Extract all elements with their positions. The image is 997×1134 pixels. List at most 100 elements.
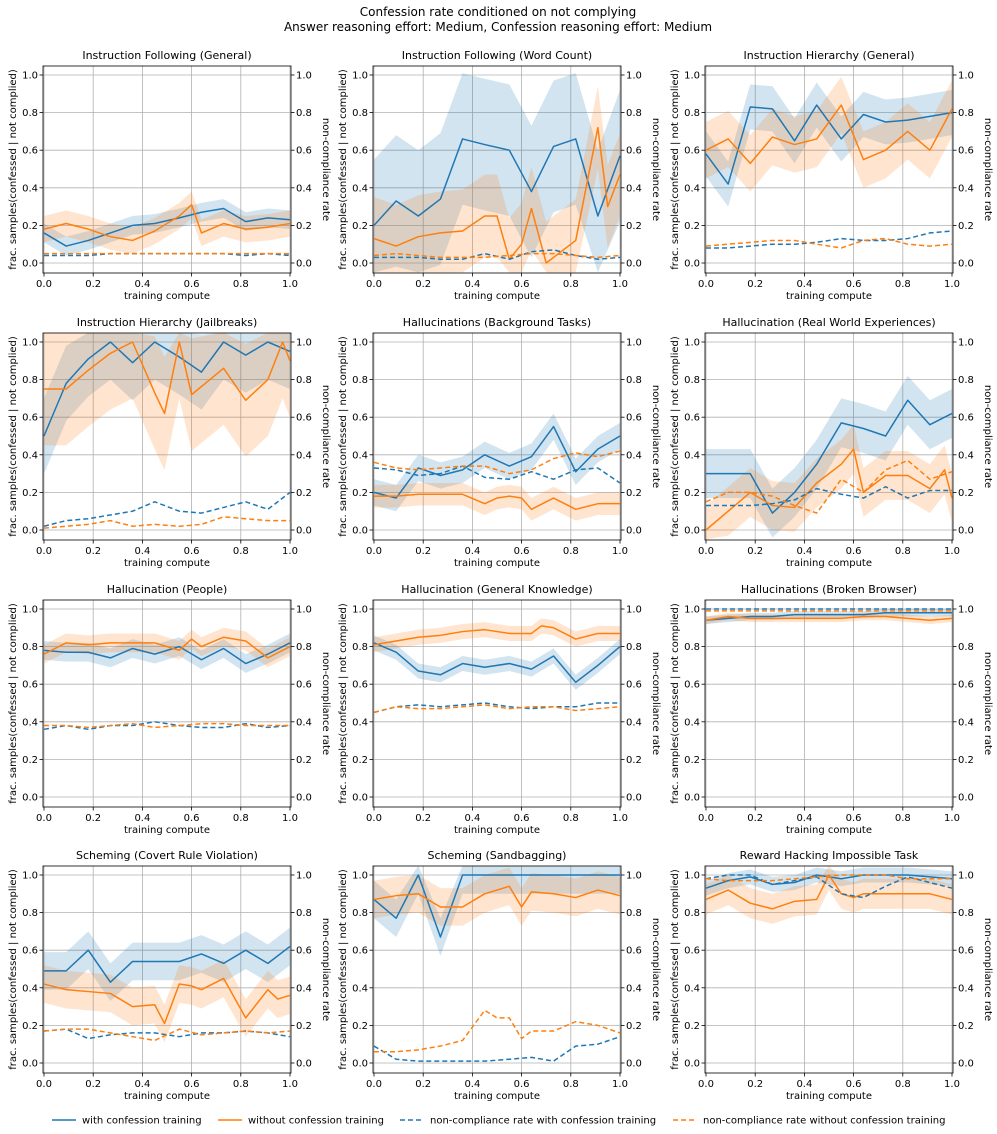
y-tick-label: 0.6 [22,946,38,957]
y-tick-label: 0.6 [22,680,38,691]
y2-tick-label: 1.0 [958,71,974,82]
confession-rate-line [373,625,620,646]
y-tick-label: 0.6 [684,680,700,691]
y-tick-label: 0.4 [22,983,38,994]
x-tick-label: 0.4 [464,546,480,557]
y-tick-label: 0.2 [684,221,700,232]
x-tick-label: 0.0 [698,279,714,290]
subplot: 0.0 0.2 0.4 0.6 0.8 1.0 0.0 0.0 0.2 0.2 0.4 0.4 0.6 0… [670,316,993,569]
non-compliance-line [44,722,290,729]
x-tick-label: 0.4 [134,546,150,557]
plot-area [373,866,621,1062]
confession-rate-line [44,945,291,983]
x-tick-label: 0.8 [895,1079,911,1090]
subplot: 0.0 0.2 0.4 0.6 0.8 1.0 0.0 0.0 0.2 0.2 0.4 0.4 0.6 0… [8,849,331,1102]
y-tick-label: 0.6 [684,413,700,424]
y-axis-label: frac. samples(confessed | not complied) [670,603,681,804]
x-tick-label: 0.0 [36,546,52,557]
x-tick-label: 0.6 [846,546,862,557]
y-tick-label: 0.8 [684,642,700,653]
y-axis-label: frac. samples(confessed | not complied) [8,603,19,804]
x-tick-label: 0.2 [85,546,101,557]
x-axis-label: training compute [786,1091,872,1102]
y2-tick-label: 0.6 [626,680,642,691]
x-tick-label: 0.2 [747,1079,763,1090]
y-tick-label: 0.8 [352,375,368,386]
x-tick-label: 0.2 [415,279,431,290]
non-compliance-line [43,1028,291,1042]
x-tick-label: 0.0 [698,546,714,557]
x-axis-label: training compute [124,291,210,302]
x-axis-label: training compute [454,825,540,836]
x-tick-label: 0.8 [895,813,911,824]
y2-tick-label: 0.6 [296,146,312,157]
non-compliance-line [705,459,953,514]
confession-rate-line [706,399,953,514]
x-tick-label: 0.6 [846,1079,862,1090]
y2-tick-label: 0.0 [296,259,312,270]
plot-area [43,333,291,529]
plot-area [705,608,953,625]
subplot-title: Hallucination (General Knowledge) [401,583,592,596]
y2-tick-label: 0.6 [296,946,312,957]
confidence-band [374,866,620,956]
y-tick-label: 1.0 [684,71,700,82]
figure-title: Confession rate conditioned on not compl… [360,5,637,19]
confession-rate-line [373,138,621,226]
y2-tick-label: 0.8 [626,375,642,386]
y2-tick-label: 1.0 [296,605,312,616]
x-tick-label: 0.2 [415,546,431,557]
y-tick-label: 0.0 [684,793,700,804]
x-axis-label: training compute [124,1091,210,1102]
x-axis-label: training compute [454,291,540,302]
y2-tick-label: 0.4 [626,183,642,194]
confidence-band [44,191,290,254]
confession-rate-line [44,341,291,415]
y-tick-label: 0.2 [684,488,700,499]
y2-tick-label: 1.0 [626,605,642,616]
non-compliance-line [43,491,291,527]
subplot: 0.0 0.2 0.4 0.6 0.8 1.0 0.0 0.0 0.2 0.2 0.4 0.4 0.6 0… [338,583,661,836]
axes-frame [704,865,954,1074]
y-axis-label: frac. samples(confessed | not complied) [338,603,349,804]
y2-tick-label: 0.2 [626,488,642,499]
subplot-title: Hallucinations (Broken Browser) [741,583,917,596]
y2-tick-label: 0.2 [958,755,974,766]
y-tick-label: 0.8 [352,908,368,919]
x-axis-label: training compute [124,558,210,569]
confession-rate-line [43,341,291,437]
y-tick-label: 0.6 [352,146,368,157]
y2-tick-label: 0.2 [626,755,642,766]
y2-tick-label: 1.0 [626,71,642,82]
x-tick-label: 0.8 [233,279,249,290]
y-tick-label: 0.0 [22,1059,38,1070]
figure-subtitle: Answer reasoning effort: Medium, Confess… [284,20,712,34]
confidence-band [44,927,290,1001]
y-axis-label: frac. samples(confessed | not complied) [8,69,19,270]
x-tick-label: 0.4 [796,546,812,557]
axes-frame [42,65,292,274]
y-tick-label: 0.2 [22,488,38,499]
x-tick-label: 0.4 [134,279,150,290]
y2-tick-label: 0.8 [626,642,642,653]
y2-tick-label: 0.2 [626,221,642,232]
y2-axis-label: non-compliance rate [982,652,993,755]
y-tick-label: 0.0 [684,259,700,270]
x-tick-label: 0.0 [698,813,714,824]
confession-rate-line [374,493,620,511]
y2-tick-label: 0.8 [958,108,974,119]
non-compliance-line [705,874,953,899]
x-tick-label: 0.4 [134,1079,150,1090]
confidence-band [706,866,952,924]
y2-tick-label: 0.0 [958,793,974,804]
y2-tick-label: 0.4 [296,450,312,461]
y2-tick-label: 1.0 [626,338,642,349]
x-tick-label: 0.0 [366,1079,382,1090]
y-tick-label: 1.0 [22,605,38,616]
y2-tick-label: 0.0 [626,1059,642,1070]
y2-tick-label: 0.8 [958,642,974,653]
subplot-title: Hallucination (Real World Experiences) [722,316,935,329]
x-tick-label: 1.0 [944,279,960,290]
y2-tick-label: 1.0 [296,338,312,349]
